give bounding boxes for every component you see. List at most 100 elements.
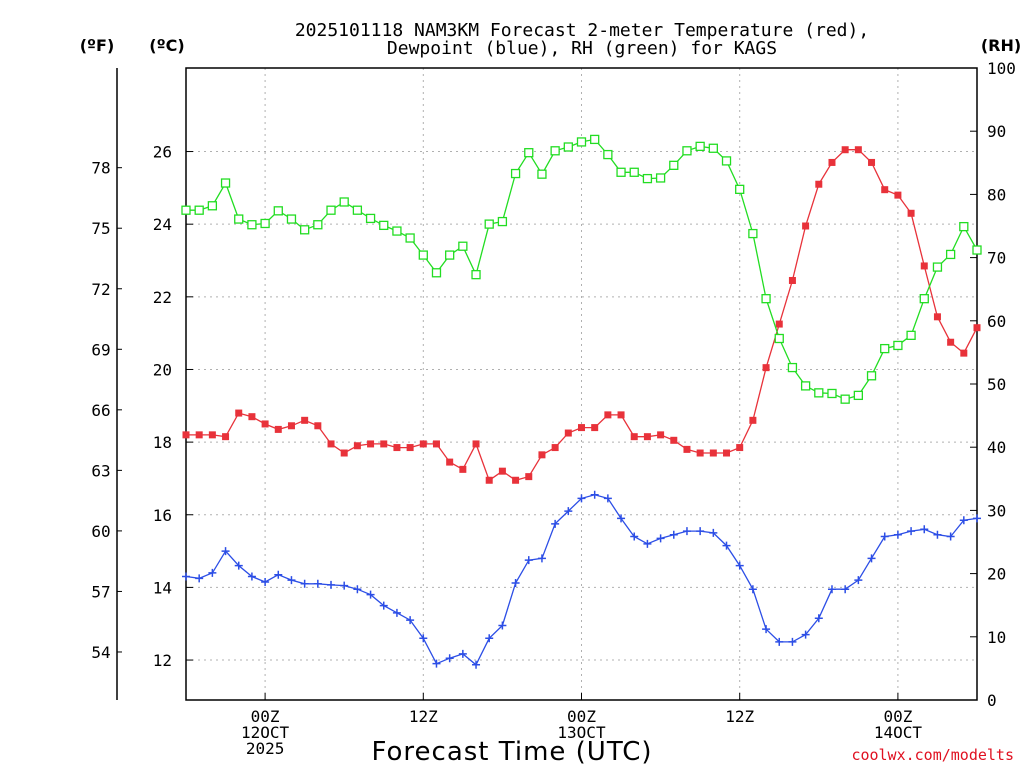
rh-point: [260, 218, 270, 229]
rh-point: [880, 343, 890, 354]
dewpoint-point: [854, 576, 863, 585]
rh-point: [497, 216, 508, 227]
temperature-point: [274, 425, 282, 433]
rh-tick-label: 40: [987, 438, 1006, 457]
temperature-point: [472, 440, 480, 448]
temperature-point: [788, 276, 796, 284]
temperature-point: [802, 222, 810, 230]
rh-unit-label: (RH): [981, 36, 1021, 55]
dewpoint-point: [485, 634, 494, 643]
rh-tick-label: 50: [987, 375, 1006, 394]
temperature-point: [762, 364, 770, 372]
fahrenheit-tick-label: 66: [91, 401, 110, 420]
temperature-point: [314, 422, 322, 430]
plot-frame: [185, 67, 978, 701]
temperature-point: [709, 449, 717, 457]
rh-point: [827, 388, 837, 399]
temperature-point: [432, 440, 440, 448]
rh-point: [590, 134, 600, 145]
grid-lines: [186, 68, 977, 700]
temperature-point: [643, 433, 651, 441]
dewpoint-point: [603, 494, 612, 503]
temperature-point: [485, 476, 493, 484]
temperature-point: [723, 449, 731, 457]
x-tick-label: 13OCT: [557, 723, 606, 742]
temperature-point: [327, 440, 335, 448]
dewpoint-point: [340, 581, 349, 590]
dewpoint-point: [406, 616, 415, 625]
x-tick-label: 2025: [246, 739, 285, 758]
rh-point: [708, 143, 718, 153]
temperature-point: [498, 467, 506, 475]
rh-point: [748, 228, 758, 239]
dewpoint-point: [669, 530, 678, 539]
rh-point: [695, 141, 705, 152]
rh-point: [550, 146, 560, 156]
credit-text: coolwx.com/modelts: [851, 746, 1014, 764]
dewpoint-point: [880, 532, 889, 541]
dewpoint-point: [682, 527, 691, 536]
rh-point: [814, 388, 824, 398]
dewpoint-point: [432, 659, 441, 668]
dewpoint-point: [247, 572, 256, 581]
rh-point: [379, 220, 389, 231]
dewpoint-point: [234, 561, 243, 570]
temperature-point: [301, 416, 309, 424]
temperature-point: [749, 416, 757, 424]
temperature-point: [380, 440, 388, 448]
dewpoint-point: [313, 579, 322, 588]
rh-point: [431, 268, 442, 278]
fahrenheit-tick-label: 63: [91, 461, 110, 480]
dewpoint-point: [577, 494, 586, 503]
rh-point: [313, 220, 323, 230]
dewpoint-point: [445, 654, 454, 663]
temperature-point: [406, 444, 414, 452]
dewpoint-point: [762, 625, 771, 634]
temperature-point: [868, 158, 876, 166]
rh-point: [207, 201, 218, 211]
temperature-point: [564, 429, 572, 437]
axis-ticks: 12 14 16 18 20 22 24 26 54 57 60 63 66 69 72 75 78 0 10 20 3…: [91, 59, 1016, 758]
temperature-point: [881, 186, 889, 194]
dewpoint-point: [537, 554, 546, 563]
celsius-tick-label: 26: [153, 143, 172, 162]
rh-point: [682, 146, 692, 156]
dewpoint-point: [643, 539, 652, 548]
rh-point: [194, 205, 204, 215]
dewpoint-point: [379, 601, 388, 610]
dewpoint-point: [353, 585, 362, 594]
dewpoint-point: [709, 528, 718, 537]
temperature-point: [854, 146, 862, 154]
temperature-point: [591, 424, 599, 432]
temperature-point: [736, 444, 744, 452]
temperature-point: [630, 433, 638, 441]
temperature-point: [947, 338, 955, 346]
temperature-point: [287, 422, 295, 430]
temperature-point: [446, 458, 454, 466]
rh-point: [972, 245, 982, 255]
rh-tick-label: 30: [987, 501, 1006, 520]
temperature-point: [538, 451, 546, 459]
temperature-point: [894, 191, 902, 199]
dewpoint-point: [920, 525, 929, 534]
rh-point: [576, 137, 587, 147]
x-tick-label: 00Z: [567, 707, 596, 726]
temperature-point: [815, 180, 823, 188]
rh-point: [365, 213, 376, 224]
dewpoint-point: [498, 621, 507, 630]
dewpoint-point: [524, 556, 533, 565]
temperature-point: [222, 433, 230, 441]
rh-line: [186, 138, 978, 400]
dewpoint-point: [656, 534, 665, 543]
dewpoint-point: [208, 568, 217, 577]
dewpoint-point: [959, 516, 968, 525]
rh-tick-label: 90: [987, 122, 1006, 141]
dewpoint-point: [788, 637, 797, 646]
rh-point: [603, 149, 613, 160]
rh-point: [484, 219, 494, 229]
temperature-point: [657, 431, 665, 439]
temperature-point: [551, 444, 559, 452]
fahrenheit-tick-label: 69: [91, 340, 110, 359]
dewpoint-point: [893, 530, 902, 539]
